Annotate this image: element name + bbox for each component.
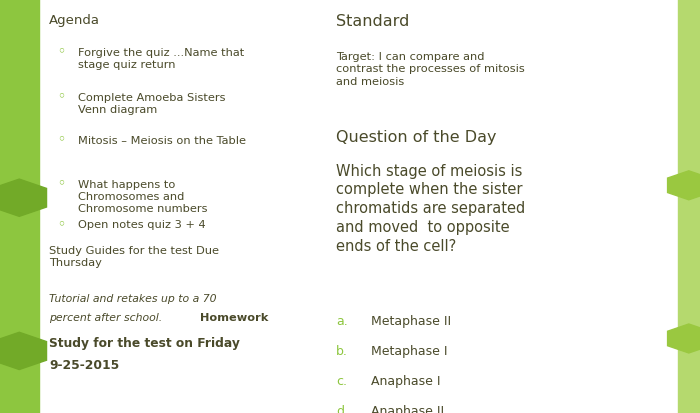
Text: Study for the test on Friday: Study for the test on Friday	[49, 337, 240, 349]
Text: ◦: ◦	[57, 44, 66, 57]
Text: Agenda: Agenda	[49, 14, 100, 27]
Text: b.: b.	[336, 344, 348, 357]
Text: What happens to
Chromosomes and
Chromosome numbers: What happens to Chromosomes and Chromoso…	[78, 180, 208, 214]
Text: 9-25-2015: 9-25-2015	[49, 358, 119, 371]
Text: Forgive the quiz ...Name that
stage quiz return: Forgive the quiz ...Name that stage quiz…	[78, 47, 245, 69]
Text: ◦: ◦	[57, 132, 66, 145]
Text: Tutorial and retakes up to a 70: Tutorial and retakes up to a 70	[49, 293, 216, 303]
Text: d.: d.	[336, 404, 348, 413]
Text: Homework: Homework	[199, 312, 268, 322]
Text: ◦: ◦	[57, 216, 66, 229]
Text: Question of the Day: Question of the Day	[336, 130, 496, 145]
Text: Study Guides for the test Due
Thursday: Study Guides for the test Due Thursday	[49, 246, 219, 268]
Text: Mitosis – Meiosis on the Table: Mitosis – Meiosis on the Table	[78, 135, 246, 145]
Text: percent after school.: percent after school.	[49, 312, 162, 322]
Text: Metaphase II: Metaphase II	[371, 314, 451, 327]
Bar	[0, 0, 38, 413]
Text: Metaphase I: Metaphase I	[371, 344, 447, 357]
Text: Complete Amoeba Sisters
Venn diagram: Complete Amoeba Sisters Venn diagram	[78, 93, 226, 115]
Text: Standard: Standard	[336, 14, 410, 29]
Text: c.: c.	[336, 374, 347, 387]
Bar	[678, 0, 700, 413]
Text: ◦: ◦	[57, 176, 66, 189]
Text: a.: a.	[336, 314, 348, 327]
Text: Anaphase I: Anaphase I	[371, 374, 440, 387]
Text: Anaphase II: Anaphase II	[371, 404, 444, 413]
Text: ◦: ◦	[57, 90, 66, 102]
Text: Open notes quiz 3 + 4: Open notes quiz 3 + 4	[78, 220, 206, 230]
Text: Target: I can compare and
contrast the processes of mitosis
and meiosis: Target: I can compare and contrast the p…	[336, 52, 525, 86]
Text: Which stage of meiosis is
complete when the sister
chromatids are separated
and : Which stage of meiosis is complete when …	[336, 163, 525, 253]
